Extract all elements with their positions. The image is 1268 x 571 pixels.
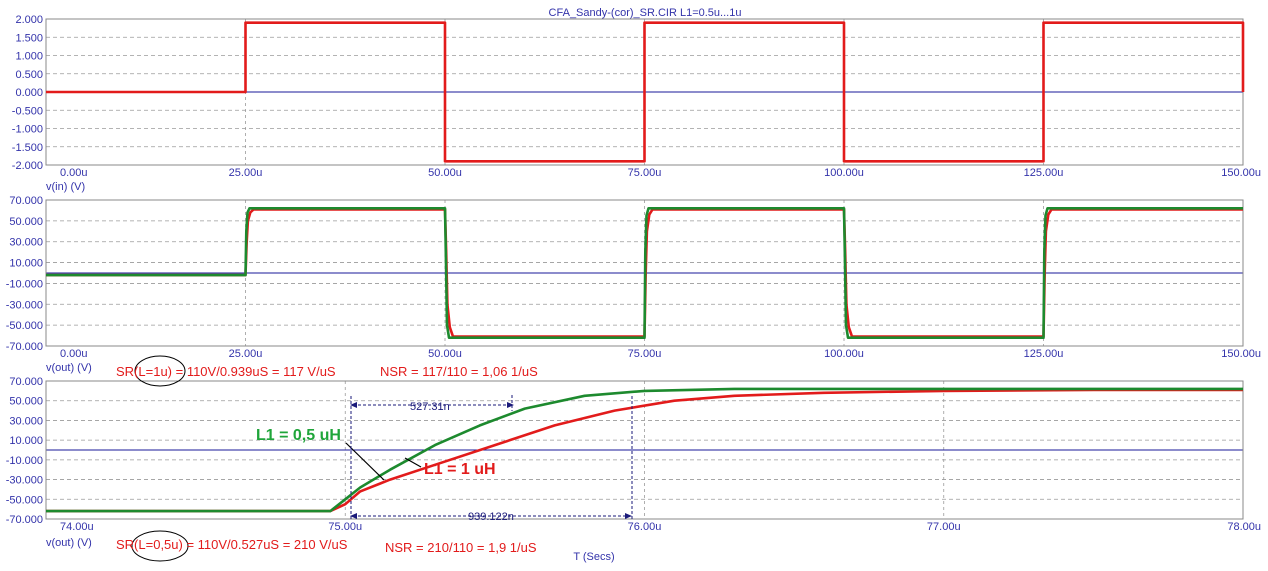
- panel-vout: 70.000 50.000 30.000 10.000 -10.000 -30.000 -5…: [6, 195, 1261, 360]
- nsr-bottom-annotation: NSR = 210/110 = 1,9 1/uS: [385, 540, 537, 555]
- y-tick-label: 10.000: [9, 258, 43, 270]
- x-tick-label: 25.00u: [229, 167, 263, 179]
- series-line-red: [46, 21, 1245, 163]
- label-green-pointer: [345, 442, 385, 481]
- x-tick-label: 100.00u: [824, 167, 864, 179]
- y-tick-label: -70.000: [6, 514, 43, 526]
- chart-title: CFA_Sandy-(cor)_SR.CIR L1=0.5u...1u: [549, 7, 742, 19]
- x-tick-label: 74.00u: [60, 521, 94, 533]
- label-red-series: L1 = 1 uH: [424, 461, 496, 478]
- y-tick-label: -30.000: [6, 475, 43, 487]
- label-green-series: L1 = 0,5 uH: [256, 427, 341, 444]
- panel-vin-ylabel: v(in) (V): [46, 181, 85, 193]
- sr-top-circle: [134, 355, 186, 387]
- x-tick-label: 50.00u: [428, 348, 462, 360]
- measure-short-label: 527.31n: [410, 401, 450, 413]
- y-tick-label: -1.500: [12, 142, 43, 154]
- panel-vout-zoom-ylabel: v(out) (V): [46, 537, 92, 549]
- x-tick-label: 75.00u: [628, 167, 662, 179]
- y-tick-label: 2.000: [15, 14, 43, 26]
- panel-vin: 2.000 1.500 1.000 0.500 0.000 -0.500 -1.000 -1.…: [12, 14, 1261, 179]
- y-tick-label: -50.000: [6, 320, 43, 332]
- x-tick-label: 100.00u: [824, 348, 864, 360]
- y-tick-label: 70.000: [9, 195, 43, 207]
- x-tick-label: 150.00u: [1221, 348, 1261, 360]
- y-tick-label: -10.000: [6, 278, 43, 290]
- y-tick-label: 30.000: [9, 237, 43, 249]
- plot-frame: [45, 380, 1244, 520]
- sr-top-annotation: SR(L=1u) = 110V/0.939uS = 117 V/uS: [116, 364, 336, 379]
- y-tick-label: 0.500: [15, 69, 43, 81]
- y-tick-label: 70.000: [9, 376, 43, 388]
- x-tick-label: 75.00u: [628, 348, 662, 360]
- y-tick-label: 10.000: [9, 435, 43, 447]
- measure-long-label: 939.122n: [468, 511, 514, 523]
- y-tick-label: -10.000: [6, 455, 43, 467]
- x-tick-label: 76.00u: [628, 521, 662, 533]
- y-tick-label: 50.000: [9, 216, 43, 228]
- x-tick-label: 0.00u: [60, 348, 88, 360]
- series-line-green: [46, 387, 1243, 513]
- y-tick-label: 1.000: [15, 51, 43, 63]
- y-tick-label: -2.000: [12, 160, 43, 172]
- y-tick-label: -1.000: [12, 124, 43, 136]
- x-tick-label: 78.00u: [1227, 521, 1261, 533]
- y-tick-label: 0.000: [15, 87, 43, 99]
- x-tick-label: 0.00u: [60, 167, 88, 179]
- series-line-red: [46, 388, 1243, 513]
- panel-vout-zoom: 70.000 50.000 30.000 10.000 -10.000 -30.000 -5…: [6, 376, 1261, 533]
- x-tick-label: 50.00u: [428, 167, 462, 179]
- label-red-pointer: [404, 457, 422, 468]
- x-axis-label: T (Secs): [573, 551, 614, 563]
- panel-vout-ylabel: v(out) (V): [46, 362, 92, 374]
- y-tick-label: 50.000: [9, 396, 43, 408]
- sr-bottom-annotation: SR(L=0,5u) = 110V/0.527uS = 210 V/uS: [116, 537, 348, 552]
- plot-frame: [45, 199, 1244, 347]
- measure-markers: 527.31n 939.122n: [350, 395, 633, 523]
- x-tick-label: 150.00u: [1221, 167, 1261, 179]
- y-tick-label: 1.500: [15, 32, 43, 44]
- y-tick-label: -0.500: [12, 105, 43, 117]
- measure-short-arrow-right: [507, 402, 514, 408]
- x-tick-label: 75.00u: [328, 521, 362, 533]
- y-tick-label: -50.000: [6, 494, 43, 506]
- x-tick-label: 125.00u: [1024, 167, 1064, 179]
- measure-long-arrow-left: [350, 513, 357, 519]
- y-tick-label: -70.000: [6, 341, 43, 353]
- x-tick-label: 25.00u: [229, 348, 263, 360]
- measure-short-arrow-left: [350, 402, 357, 408]
- y-tick-label: -30.000: [6, 299, 43, 311]
- measure-long-arrow-right: [625, 513, 632, 519]
- sr-bottom-circle: [131, 530, 189, 562]
- nsr-top-annotation: NSR = 117/110 = 1,06 1/uS: [380, 364, 538, 379]
- y-tick-label: 30.000: [9, 415, 43, 427]
- x-tick-label: 125.00u: [1024, 348, 1064, 360]
- series-line-green: [46, 207, 1243, 340]
- x-tick-label: 77.00u: [927, 521, 961, 533]
